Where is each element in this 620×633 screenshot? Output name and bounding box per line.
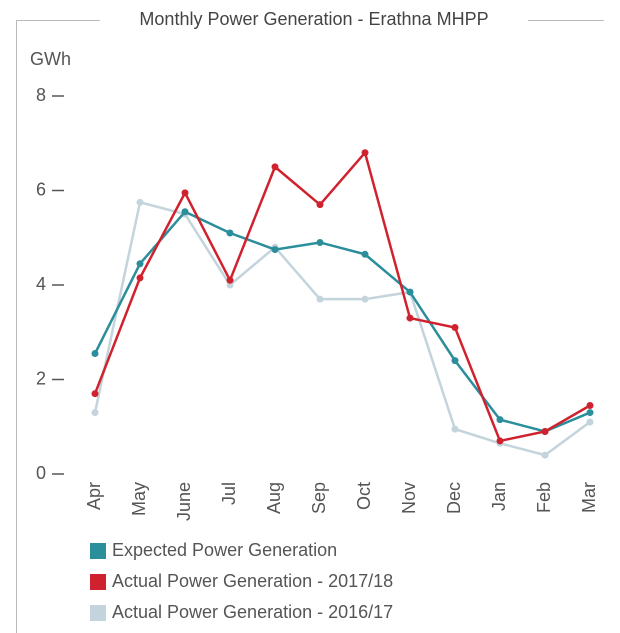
point xyxy=(271,163,279,171)
point xyxy=(316,295,324,303)
point xyxy=(406,288,414,296)
point xyxy=(406,314,414,322)
point xyxy=(361,250,369,258)
x-tick-label: Feb xyxy=(534,482,554,513)
series-line xyxy=(93,210,591,433)
x-tick-label: Oct xyxy=(354,482,374,510)
point xyxy=(451,425,459,433)
point xyxy=(451,324,459,332)
point xyxy=(91,390,99,398)
chart-title: Monthly Power Generation - Erathna MHPP xyxy=(139,9,488,29)
series-line xyxy=(93,150,591,443)
legend-swatch xyxy=(90,574,106,590)
y-tick-label: 0 xyxy=(36,463,46,483)
point xyxy=(136,198,144,206)
point xyxy=(586,418,594,426)
point xyxy=(541,451,549,459)
point xyxy=(316,201,324,209)
point xyxy=(586,409,594,417)
point xyxy=(226,276,234,284)
y-tick-label: 4 xyxy=(36,274,46,294)
point xyxy=(541,427,549,435)
point xyxy=(586,401,594,409)
x-tick-label: Aug xyxy=(264,482,284,514)
point xyxy=(181,189,189,197)
y-axis-label: GWh xyxy=(30,49,71,69)
point xyxy=(361,295,369,303)
legend-label: Actual Power Generation - 2016/17 xyxy=(112,602,393,622)
x-tick-label: June xyxy=(174,482,194,521)
legend-swatch xyxy=(90,605,106,621)
point xyxy=(226,229,234,237)
y-tick-label: 8 xyxy=(36,85,46,105)
x-tick-label: May xyxy=(129,482,149,516)
legend-label: Actual Power Generation - 2017/18 xyxy=(112,571,393,591)
point xyxy=(136,260,144,268)
x-tick-label: Apr xyxy=(84,482,104,510)
point xyxy=(496,416,504,424)
legend-swatch xyxy=(90,543,106,559)
point xyxy=(271,246,279,254)
point xyxy=(136,274,144,282)
point xyxy=(496,437,504,445)
x-tick-label: Dec xyxy=(444,482,464,514)
point xyxy=(91,350,99,358)
y-tick-label: 6 xyxy=(36,179,46,199)
point xyxy=(316,238,324,246)
x-tick-label: Jul xyxy=(219,482,239,505)
point xyxy=(361,149,369,157)
point xyxy=(451,357,459,365)
y-tick-label: 2 xyxy=(36,368,46,388)
x-tick-label: Mar xyxy=(579,482,599,513)
point xyxy=(91,409,99,417)
x-tick-label: Nov xyxy=(399,482,419,514)
point xyxy=(181,208,189,216)
x-tick-label: Sep xyxy=(309,482,329,514)
x-tick-label: Jan xyxy=(489,482,509,511)
legend-label: Expected Power Generation xyxy=(112,540,337,560)
series-line xyxy=(93,200,591,457)
